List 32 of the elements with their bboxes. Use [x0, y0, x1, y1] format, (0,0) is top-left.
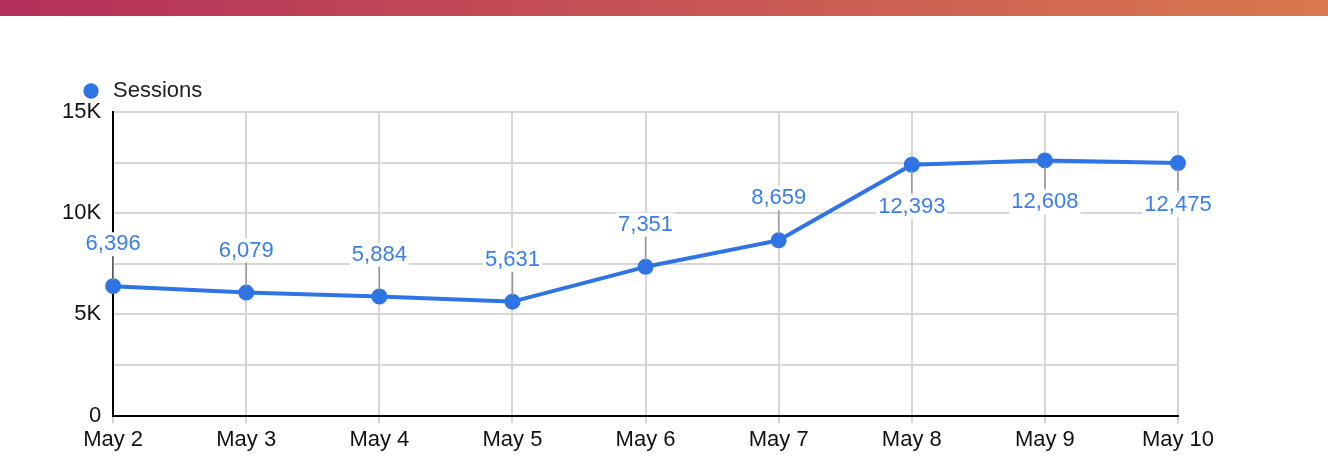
point [238, 284, 255, 301]
data-label: 5,884 [351, 240, 407, 266]
x-tick-label: May 4 [349, 425, 410, 451]
data-label: 12,475 [1144, 191, 1212, 217]
x-tick-label: May 5 [482, 425, 543, 451]
data-label: 7,351 [618, 210, 674, 236]
x-tick-label: May 9 [1014, 425, 1075, 451]
point [371, 288, 388, 305]
data-label: 5,631 [484, 245, 540, 271]
y-tick-label: 0 [88, 401, 102, 427]
point [105, 278, 122, 295]
point [637, 258, 654, 275]
point [504, 293, 521, 310]
point [770, 232, 787, 249]
data-label: 12,393 [878, 192, 946, 218]
y-tick-label: 10K [61, 199, 102, 225]
y-tick-label: 15K [61, 98, 102, 124]
x-tick-label: May 7 [748, 425, 809, 451]
x-tick-label: May 10 [1141, 425, 1215, 451]
x-tick-label: May 6 [615, 425, 676, 451]
data-label: 6,396 [85, 230, 141, 256]
data-label: 12,608 [1011, 188, 1079, 214]
x-tick-label: May 3 [216, 425, 277, 451]
data-label: 8,659 [751, 184, 807, 210]
point [903, 156, 920, 173]
y-tick-label: 5K [74, 300, 102, 326]
data-label: 6,079 [218, 236, 274, 262]
x-tick-label: May 8 [881, 425, 942, 451]
legend-label: Sessions [113, 77, 203, 103]
point [1170, 155, 1186, 172]
point [1036, 152, 1053, 169]
x-tick-label: May 2 [83, 425, 144, 451]
